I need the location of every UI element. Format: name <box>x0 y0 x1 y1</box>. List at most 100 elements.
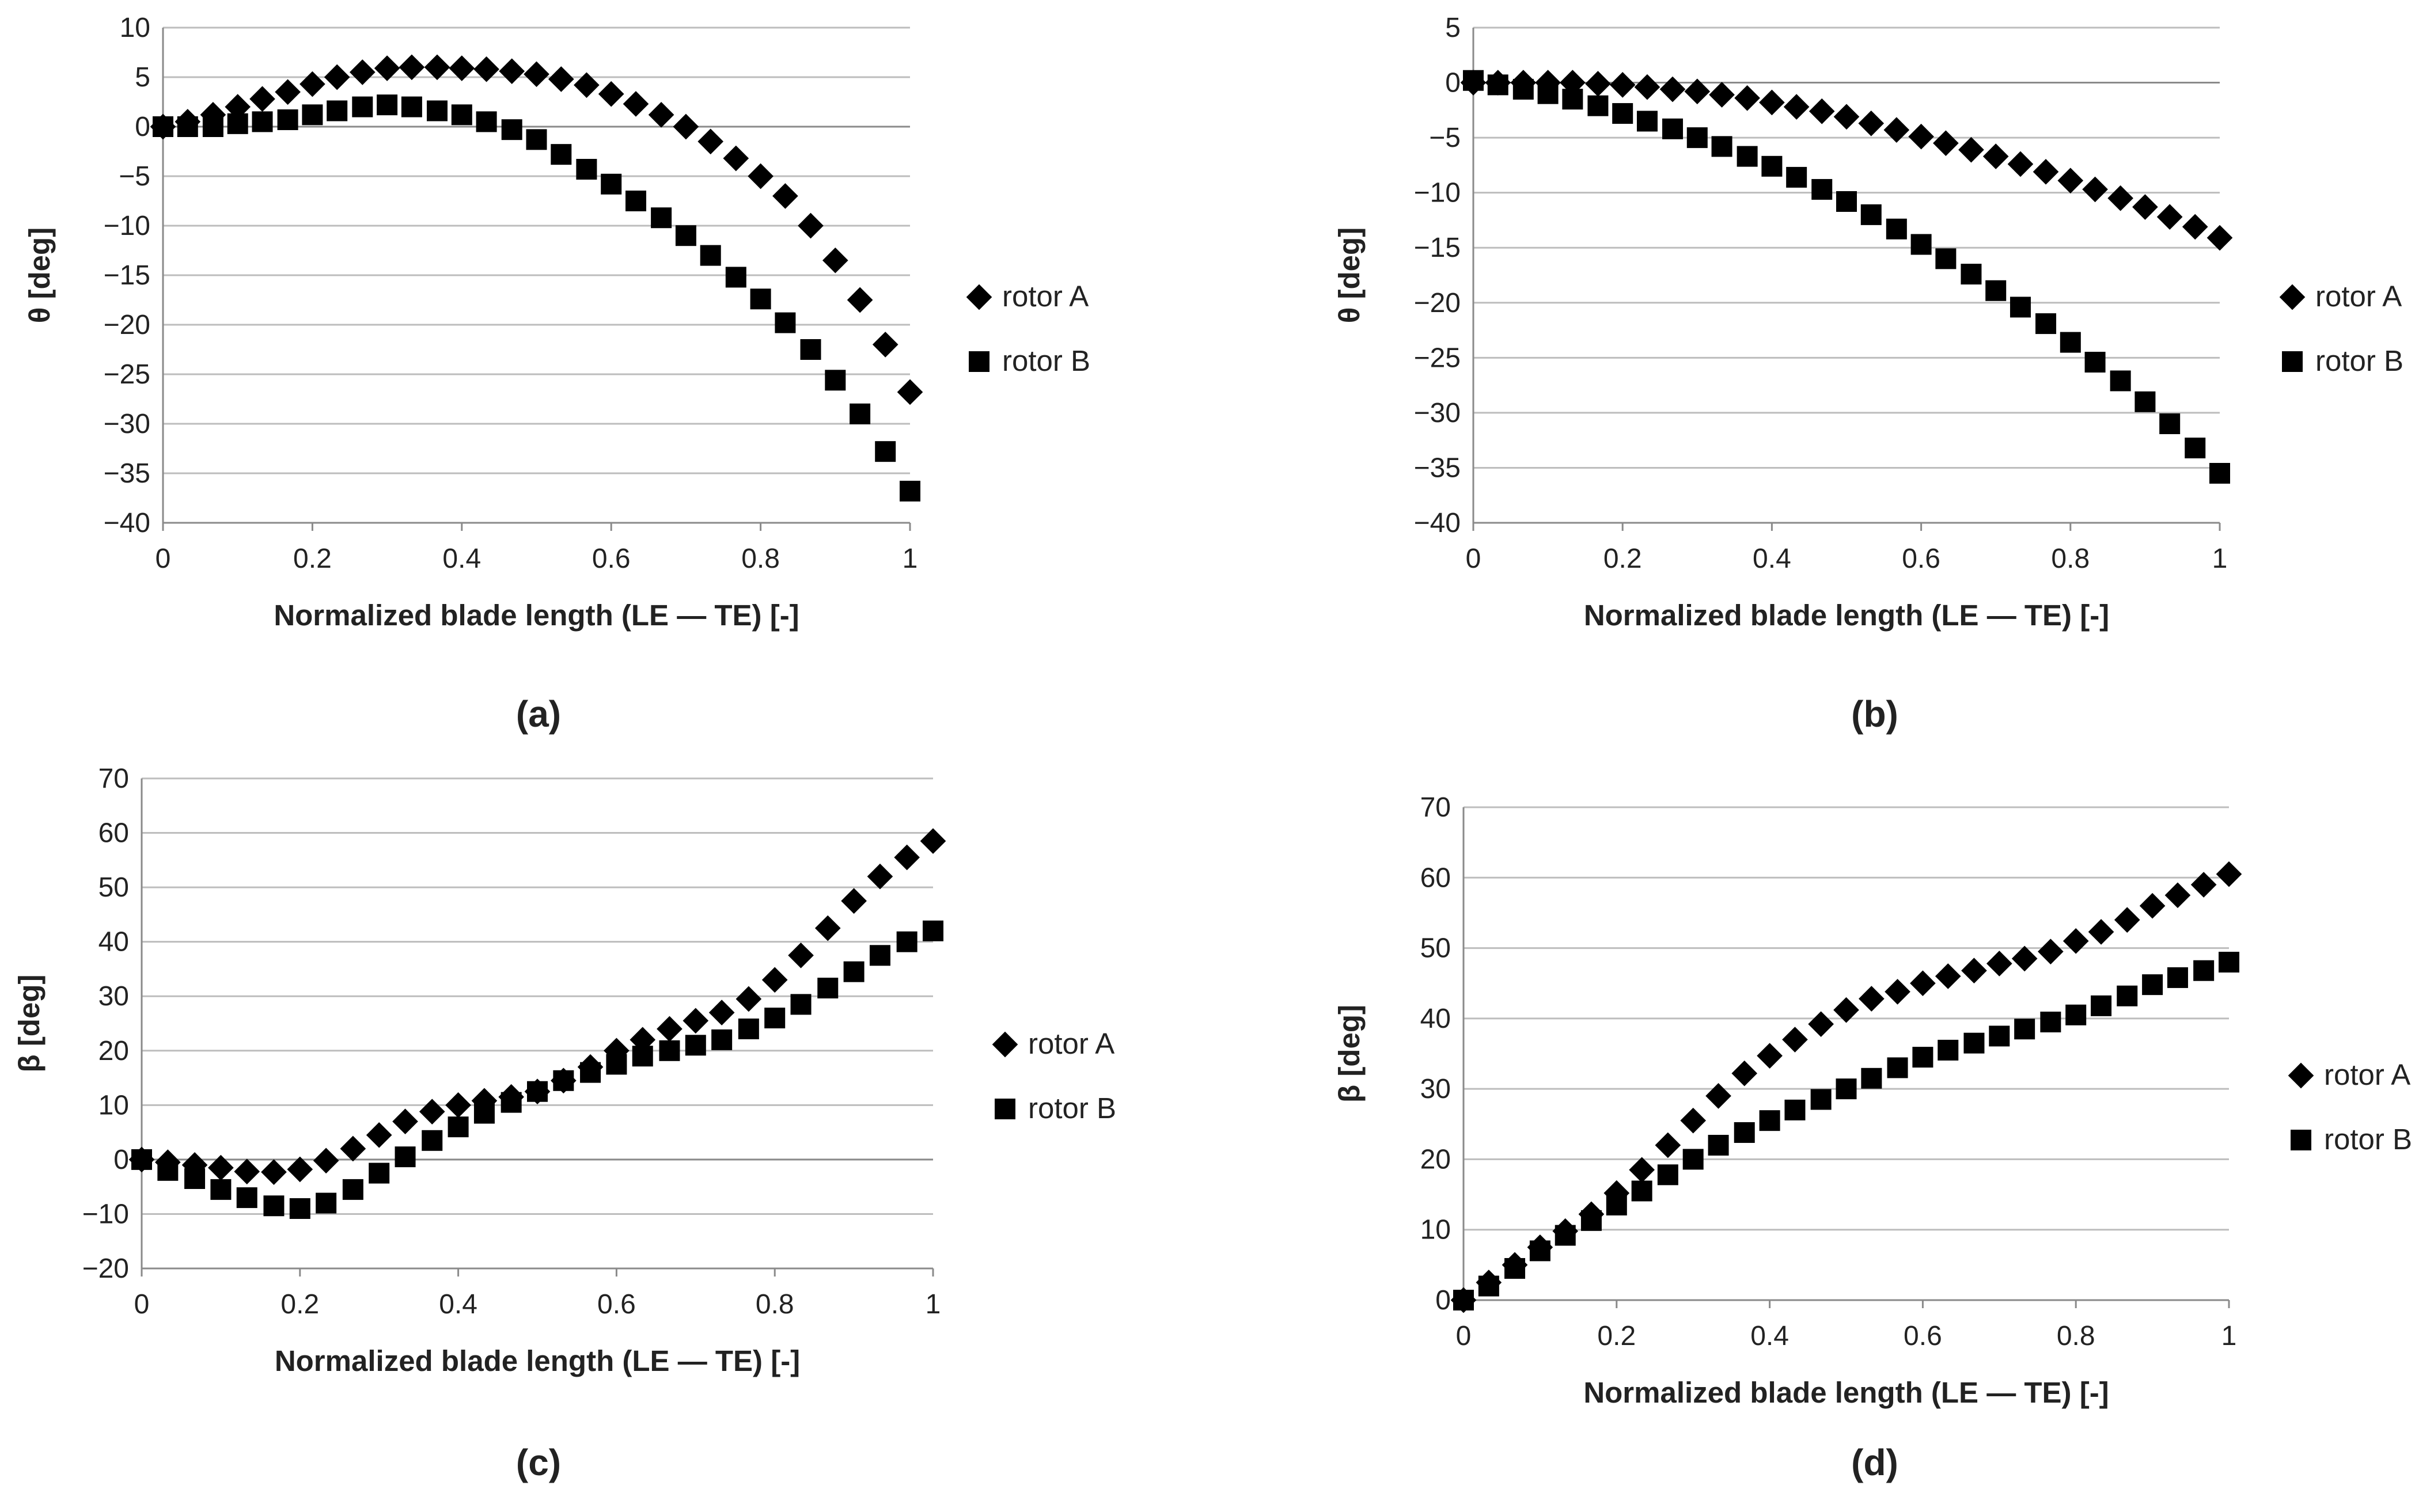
data-point <box>772 183 798 209</box>
data-point <box>208 1154 234 1181</box>
data-point <box>2190 872 2217 898</box>
data-point <box>342 1179 363 1200</box>
data-point <box>473 1103 495 1124</box>
y-tick-label: 5 <box>135 62 150 93</box>
data-point <box>725 267 746 288</box>
data-point <box>352 96 373 117</box>
data-point <box>476 111 497 132</box>
data-point <box>2142 974 2163 996</box>
data-point <box>850 403 871 424</box>
data-point <box>825 370 846 391</box>
data-point <box>606 1054 627 1075</box>
y-tick-label: −20 <box>82 1253 129 1284</box>
data-point <box>711 1029 733 1050</box>
y-tick-label: 20 <box>98 1036 129 1066</box>
data-point <box>249 86 275 112</box>
data-point <box>374 55 400 81</box>
y-axis-label: θ [deg] <box>23 227 56 323</box>
y-tick-label: −30 <box>1414 398 1461 428</box>
data-point <box>2135 391 2156 412</box>
data-point <box>395 1146 416 1168</box>
data-point <box>1453 1290 1474 1310</box>
data-point <box>2010 297 2031 318</box>
data-point <box>2035 313 2057 335</box>
panel-label: (a) <box>516 693 561 735</box>
data-point <box>775 312 796 333</box>
y-tick-label: 0 <box>113 1145 129 1175</box>
legend-marker <box>2282 351 2303 372</box>
data-point <box>822 247 848 273</box>
data-point <box>349 59 376 85</box>
data-point <box>841 888 867 914</box>
x-axis-label: Normalized blade length (LE — TE) [-] <box>274 599 799 632</box>
data-point <box>1963 1032 1985 1054</box>
y-tick-label: 70 <box>1420 792 1451 823</box>
data-point <box>225 94 251 120</box>
data-point <box>153 116 173 137</box>
y-tick-label: 0 <box>135 112 150 142</box>
legend-marker <box>966 284 992 310</box>
data-point <box>1759 1110 1780 1131</box>
data-point <box>1709 82 1735 108</box>
data-point <box>2082 176 2108 203</box>
data-point <box>1836 191 1857 212</box>
data-point <box>1933 130 1959 156</box>
chart-panel-d: 70 60 50 40 30 20 10 00 0.2 0.4 0.6 0.8 1 Normalized … <box>1333 792 2412 1483</box>
y-tick-label: 40 <box>1420 1004 1451 1034</box>
data-point <box>184 1168 206 1189</box>
data-point <box>340 1135 366 1162</box>
y-tick-label: −20 <box>1414 288 1461 318</box>
legend-entry: rotor A <box>2324 1058 2410 1091</box>
data-point <box>392 1108 418 1135</box>
data-point <box>1786 166 1807 188</box>
data-point <box>1562 89 1583 110</box>
x-tick-label: 0.2 <box>1597 1321 1636 1351</box>
y-tick-label: 10 <box>98 1090 129 1120</box>
data-point <box>299 71 325 97</box>
series-rotor-b <box>153 94 920 502</box>
data-point <box>377 94 398 116</box>
data-point <box>1985 280 2007 301</box>
data-point <box>526 129 547 150</box>
data-point <box>2007 151 2034 177</box>
data-point <box>1682 1149 1704 1170</box>
data-point <box>1555 1225 1576 1246</box>
data-point <box>1606 1194 1627 1215</box>
data-point <box>2219 952 2239 973</box>
data-point <box>366 1122 392 1148</box>
data-point <box>790 994 812 1015</box>
data-point <box>657 1016 683 1042</box>
y-axis-label: β [deg] <box>13 975 46 1073</box>
data-point <box>867 863 893 890</box>
data-point <box>2084 351 2106 373</box>
x-tick-label: 1 <box>2212 544 2228 574</box>
legend-marker <box>969 351 989 372</box>
data-point <box>499 58 525 84</box>
data-point <box>2132 194 2158 220</box>
data-point <box>1811 178 1833 200</box>
data-point <box>2033 159 2059 185</box>
data-point <box>548 66 574 92</box>
y-tick-label: −25 <box>104 359 150 390</box>
data-point <box>1858 110 1885 136</box>
data-point <box>875 441 896 462</box>
data-point <box>2164 882 2191 909</box>
legend-entry: rotor B <box>1028 1092 1116 1124</box>
data-point <box>202 116 223 137</box>
legend-marker <box>2279 284 2306 310</box>
x-axis-label: Normalized blade length (LE — TE) [-] <box>1584 599 2109 632</box>
data-point <box>448 1116 469 1138</box>
data-point <box>896 931 918 952</box>
data-point <box>1478 1275 1499 1297</box>
data-point <box>236 1187 257 1209</box>
data-point <box>2193 960 2215 981</box>
x-tick-label: 0.6 <box>592 544 631 574</box>
data-point <box>1759 89 1785 116</box>
data-point <box>422 1130 443 1151</box>
data-point <box>1761 155 1783 177</box>
data-point <box>2011 945 2038 972</box>
data-point <box>1783 94 1810 120</box>
data-point <box>1885 979 1910 1005</box>
data-point <box>131 1149 152 1170</box>
